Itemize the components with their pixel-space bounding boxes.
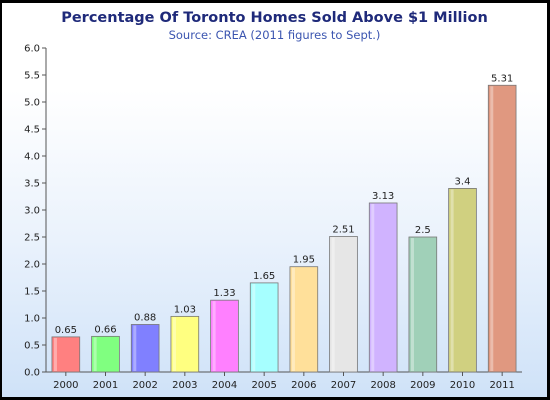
bar-highlight	[252, 283, 256, 371]
bar-chart: 0.0 0.5 1.0 1.5 2.0 2.5 3.0 3.5 4.0 4.5 5.0 5.5 6.0 0…	[24, 44, 522, 391]
bar-2001	[91, 335, 120, 373]
value-label: 0.66	[94, 324, 116, 335]
bar-2002	[130, 324, 160, 373]
x-tick-label: 2006	[291, 380, 316, 391]
value-label: 2.5	[415, 225, 431, 236]
y-tick-label: 0.0	[24, 368, 40, 379]
value-label: 1.33	[213, 288, 235, 299]
bar-highlight	[331, 237, 335, 371]
x-tick-label: 2005	[251, 380, 276, 391]
value-label: 1.03	[174, 304, 196, 315]
value-label: 3.4	[455, 176, 471, 187]
bar-2004	[210, 299, 239, 373]
value-label: 0.65	[55, 325, 77, 336]
y-tick-label: 1.5	[24, 287, 40, 298]
bar-2006	[289, 266, 319, 373]
bar-highlight	[490, 86, 494, 371]
chart-subtitle: Source: CREA (2011 figures to Sept.)	[168, 28, 381, 42]
bar-highlight	[410, 238, 414, 371]
y-tick-label: 3.0	[24, 206, 40, 217]
y-tick-label: 0.5	[24, 341, 40, 352]
y-tick-label: 5.5	[24, 71, 40, 82]
value-label: 1.95	[293, 255, 315, 266]
y-tick-label: 4.0	[24, 152, 40, 163]
y-tick-label: 6.0	[24, 44, 40, 55]
y-tick-label: 1.0	[24, 314, 40, 325]
x-tick-label: 2002	[132, 380, 157, 391]
bar-highlight	[450, 189, 454, 371]
chart-title: Percentage Of Toronto Homes Sold Above $…	[61, 10, 488, 26]
x-tick-label: 2008	[370, 380, 395, 391]
value-label: 5.31	[491, 73, 513, 84]
x-tick-label: 2010	[450, 380, 475, 391]
x-tick-label: 2004	[212, 380, 237, 391]
x-tick-label: 2009	[410, 380, 435, 391]
x-tick-label: 2011	[489, 380, 514, 391]
value-label: 2.51	[332, 224, 354, 235]
x-tick-label: 2000	[53, 380, 78, 391]
bar-2010	[448, 187, 477, 373]
bar-highlight	[291, 267, 295, 371]
bar-2003	[170, 315, 200, 373]
x-tick-label: 2007	[331, 380, 356, 391]
y-tick-label: 2.0	[24, 260, 40, 271]
x-tick-label: 2001	[93, 380, 118, 391]
y-tick-label: 2.5	[24, 233, 40, 244]
value-label: 3.13	[372, 191, 394, 202]
y-tick-label: 3.5	[24, 179, 40, 190]
bar-highlight	[53, 337, 57, 371]
bar-2011	[487, 84, 517, 373]
bar-2009	[408, 236, 438, 373]
bar-highlight	[93, 337, 97, 371]
bar-highlight	[172, 317, 176, 371]
bar-2005	[249, 282, 279, 373]
value-label: 0.88	[134, 312, 156, 323]
chart-frame: Percentage Of Toronto Homes Sold Above $…	[2, 3, 547, 397]
bar-highlight	[133, 325, 137, 371]
bar-highlight	[212, 301, 216, 371]
value-label: 1.65	[253, 271, 275, 282]
x-tick-label: 2003	[172, 380, 197, 391]
bar-2008	[368, 202, 398, 373]
bar-highlight	[371, 203, 375, 371]
bar-2007	[329, 236, 358, 373]
y-tick-label: 5.0	[24, 98, 40, 109]
y-tick-label: 4.5	[24, 125, 40, 136]
bar-2000	[51, 336, 81, 373]
